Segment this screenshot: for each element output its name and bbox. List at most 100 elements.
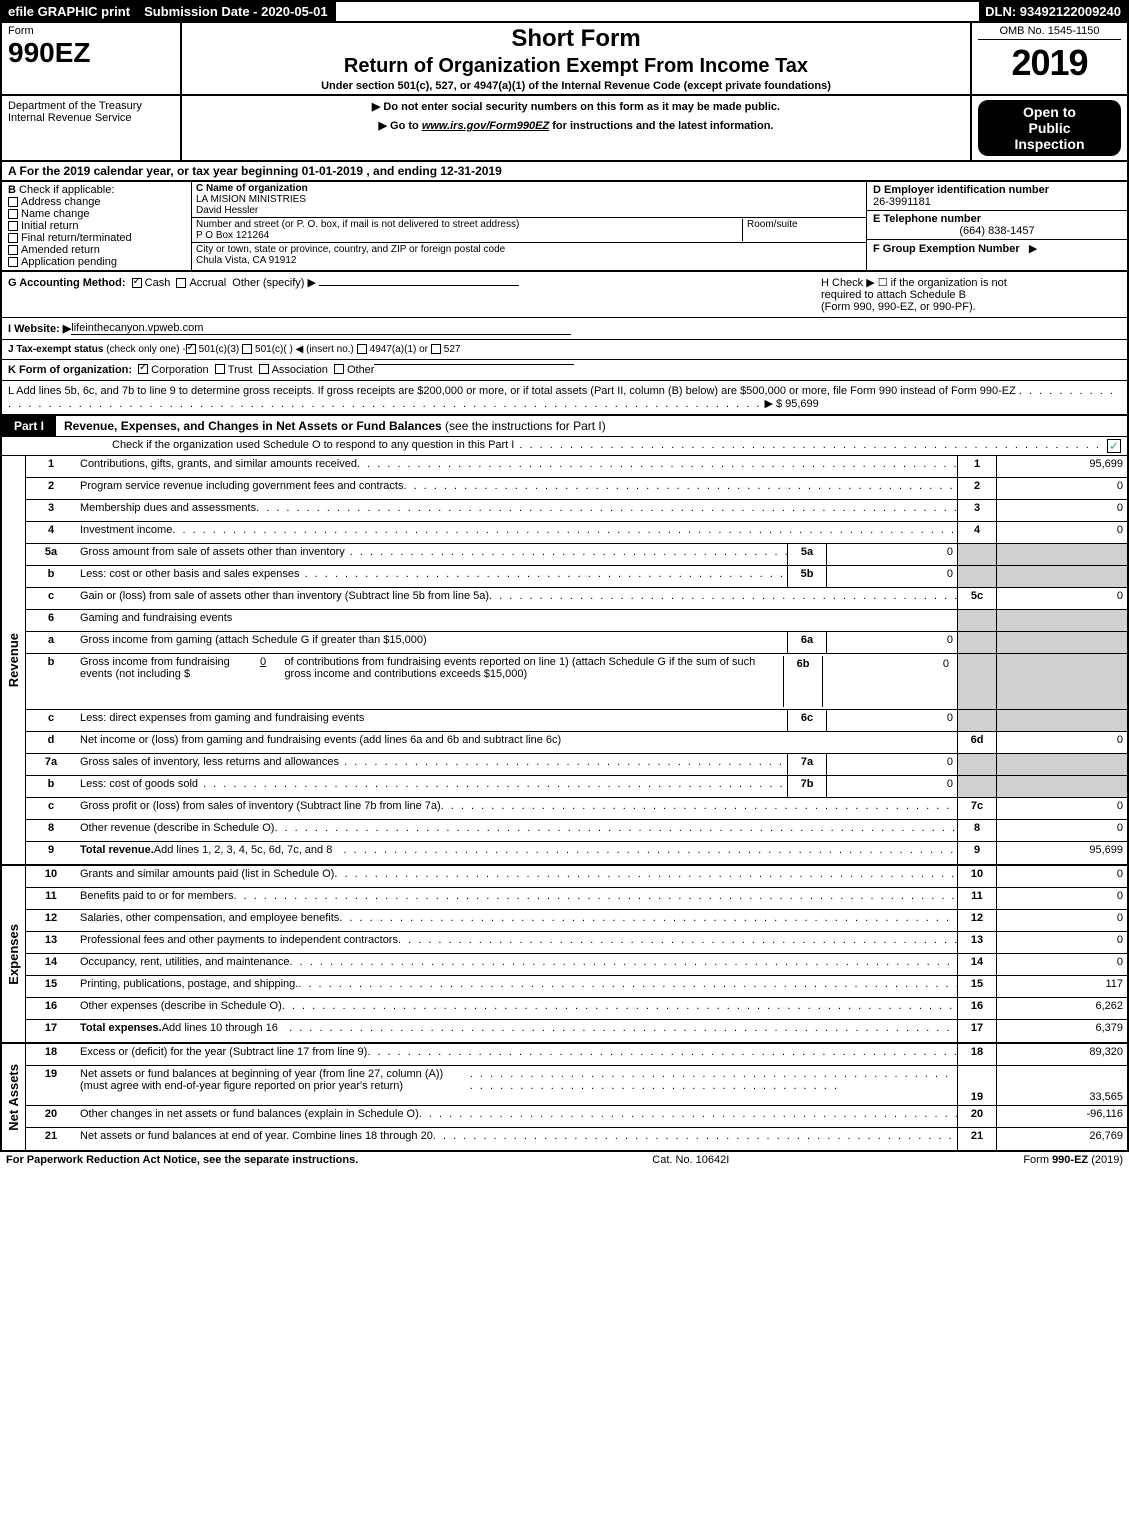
ln2-val: 0 xyxy=(997,478,1127,499)
chk-cash[interactable] xyxy=(132,278,142,288)
ln7a-desc-wrap: Gross sales of inventory, less returns a… xyxy=(76,754,957,775)
ln5a-desc-wrap: Gross amount from sale of assets other t… xyxy=(76,544,957,565)
chk-name-change[interactable] xyxy=(8,209,18,219)
section-c: C Name of organization LA MISION MINISTR… xyxy=(192,182,867,270)
netassets-text: Net Assets xyxy=(6,1064,21,1131)
irs-link[interactable]: www.irs.gov/Form990EZ xyxy=(422,120,549,132)
dept-cell: Department of the Treasury Internal Reve… xyxy=(2,96,182,160)
chk-corp[interactable] xyxy=(138,364,148,374)
title-short-form: Short Form xyxy=(188,25,964,53)
revenue-lines: 1 Contributions, gifts, grants, and simi… xyxy=(26,456,1127,864)
ln7c-ix: 7c xyxy=(957,798,997,819)
chk-initial-return[interactable] xyxy=(8,221,18,231)
tel-val: (664) 838-1457 xyxy=(873,225,1121,237)
chk-address-change[interactable] xyxy=(8,197,18,207)
ln21-desc: Net assets or fund balances at end of ye… xyxy=(76,1128,957,1150)
ln10-val: 0 xyxy=(997,866,1127,887)
ln6b-sn: 6b xyxy=(783,656,823,707)
k-trust: Trust xyxy=(228,364,253,376)
open-to-public-badge: Open to Public Inspection xyxy=(978,100,1121,156)
city-val: Chula Vista, CA 91912 xyxy=(196,255,296,266)
revenue-sidelabel: Revenue xyxy=(2,456,26,864)
row-j: J Tax-exempt status (check only one) - 5… xyxy=(0,340,1129,360)
ln12-num: 12 xyxy=(26,910,76,931)
ln5b-num: b xyxy=(26,566,76,587)
part1-header: Part I Revenue, Expenses, and Changes in… xyxy=(0,416,1129,437)
ln3-desc: Membership dues and assessments xyxy=(76,500,957,521)
line-7b: b Less: cost of goods sold 7b 0 xyxy=(26,776,1127,798)
line-9: 9 Total revenue. Add lines 1, 2, 3, 4, 5… xyxy=(26,842,1127,864)
chk-schedule-o[interactable] xyxy=(1107,439,1121,453)
opt-application-pending: Application pending xyxy=(21,256,117,268)
dln: DLN: 93492122009240 xyxy=(979,2,1127,21)
chk-final-return[interactable] xyxy=(8,233,18,243)
section-b: B Check if applicable: Address change Na… xyxy=(2,182,192,270)
ln10-desc: Grants and similar amounts paid (list in… xyxy=(76,866,957,887)
footer-cat: Cat. No. 10642I xyxy=(652,1154,729,1166)
ln18-val: 89,320 xyxy=(997,1044,1127,1065)
chk-4947[interactable] xyxy=(357,344,367,354)
chk-accrual[interactable] xyxy=(176,278,186,288)
ln9-num: 9 xyxy=(26,842,76,864)
chk-501c3[interactable] xyxy=(186,344,196,354)
ln11-ix: 11 xyxy=(957,888,997,909)
footer-right-pre: Form xyxy=(1023,1154,1052,1166)
chk-other-org[interactable] xyxy=(334,364,344,374)
submission-date: Submission Date - 2020-05-01 xyxy=(138,2,336,21)
goto-pre: Go to xyxy=(390,120,422,132)
ln6a-desc: Gross income from gaming (attach Schedul… xyxy=(76,632,787,653)
open-l2: Public xyxy=(1028,120,1070,136)
page-footer: For Paperwork Reduction Act Notice, see … xyxy=(0,1152,1129,1168)
goto-post: for instructions and the latest informat… xyxy=(552,120,773,132)
ln14-num: 14 xyxy=(26,954,76,975)
chk-trust[interactable] xyxy=(215,364,225,374)
dept-irs: Internal Revenue Service xyxy=(8,112,132,124)
ln9-desc: Add lines 1, 2, 3, 4, 5c, 6d, 7c, and 8 xyxy=(154,844,957,862)
ln20-val: -96,116 xyxy=(997,1106,1127,1127)
open-l1: Open to xyxy=(1023,104,1076,120)
chk-amended-return[interactable] xyxy=(8,245,18,255)
ln12-val: 0 xyxy=(997,910,1127,931)
line-2: 2 Program service revenue including gove… xyxy=(26,478,1127,500)
grp-arrow-icon: ▶ xyxy=(1029,243,1037,255)
ln20-num: 20 xyxy=(26,1106,76,1127)
chk-527[interactable] xyxy=(431,344,441,354)
netassets-sidelabel: Net Assets xyxy=(2,1044,26,1150)
ln4-val: 0 xyxy=(997,522,1127,543)
ln3-num: 3 xyxy=(26,500,76,521)
ln5b-desc: Less: cost or other basis and sales expe… xyxy=(76,566,787,587)
g-other-blank[interactable] xyxy=(319,285,519,286)
ln6-val xyxy=(997,610,1127,631)
ln6c-sn: 6c xyxy=(787,710,827,731)
ln7b-ix xyxy=(957,776,997,797)
ln6-ix xyxy=(957,610,997,631)
ln7b-desc: Less: cost of goods sold xyxy=(76,776,787,797)
line-20: 20 Other changes in net assets or fund b… xyxy=(26,1106,1127,1128)
ln10-num: 10 xyxy=(26,866,76,887)
row-a-period: A For the 2019 calendar year, or tax yea… xyxy=(0,162,1129,182)
line-4: 4 Investment income 4 0 xyxy=(26,522,1127,544)
line-3: 3 Membership dues and assessments 3 0 xyxy=(26,500,1127,522)
ein-lbl: D Employer identification number xyxy=(873,184,1049,196)
bcd-grid: B Check if applicable: Address change Na… xyxy=(0,182,1129,272)
row-k: K Form of organization: Corporation Trus… xyxy=(0,360,1129,381)
footer-left: For Paperwork Reduction Act Notice, see … xyxy=(6,1154,358,1166)
ln17-b: Total expenses. xyxy=(80,1022,162,1040)
ln2-desc: Program service revenue including govern… xyxy=(76,478,957,499)
chk-assoc[interactable] xyxy=(259,364,269,374)
ln7a-desc: Gross sales of inventory, less returns a… xyxy=(76,754,787,775)
omb-year-cell: OMB No. 1545-1150 2019 xyxy=(972,23,1127,94)
ln5b-desc-wrap: Less: cost or other basis and sales expe… xyxy=(76,566,957,587)
chk-application-pending[interactable] xyxy=(8,257,18,267)
line-13: 13 Professional fees and other payments … xyxy=(26,932,1127,954)
chk-501c[interactable] xyxy=(242,344,252,354)
ln4-ix: 4 xyxy=(957,522,997,543)
ln5c-num: c xyxy=(26,588,76,609)
k-other-blank[interactable] xyxy=(374,364,574,365)
addr-lbl: Number and street (or P. O. box, if mail… xyxy=(196,219,519,230)
section-def: D Employer identification number 26-3991… xyxy=(867,182,1127,270)
ln20-ix: 20 xyxy=(957,1106,997,1127)
ln7b-desc-wrap: Less: cost of goods sold 7b 0 xyxy=(76,776,957,797)
ln6b-d2: of contributions from fundraising events… xyxy=(284,656,775,707)
ln17-ix: 17 xyxy=(957,1020,997,1042)
